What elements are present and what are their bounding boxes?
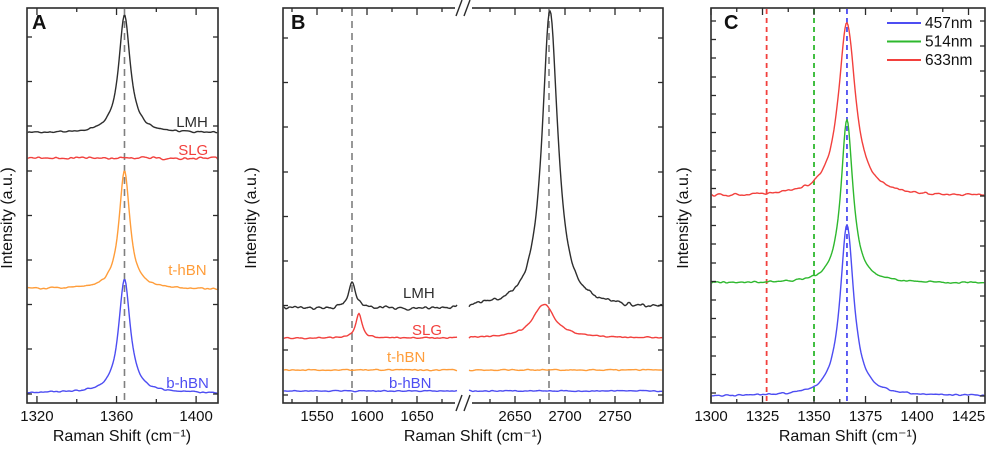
axis-break-slash: [455, 394, 463, 412]
series-SLG-curve: [27, 156, 218, 161]
x-tick-label: 1300: [694, 408, 727, 425]
x-tick-label: 1425: [952, 408, 985, 425]
series-SLG-label: SLG: [178, 142, 208, 159]
panel-B: LMH SLG t-hBN b-hBN 1550 1600 1650 2650 2700 2750: [282, 0, 664, 425]
series-633nm-curve: [711, 22, 985, 197]
x-tick-label: 2750: [598, 408, 631, 425]
series-SLG-label: SLG: [412, 322, 442, 339]
series-LMH-curve: [27, 14, 218, 134]
series-b-hBN-curve: [27, 278, 218, 394]
x-tick-label: 1320: [20, 408, 53, 425]
panel-b-y-axis-title: Intensity (a.u.): [243, 167, 260, 269]
x-tick-label: 2700: [548, 408, 581, 425]
series-LMH-label: LMH: [403, 285, 435, 302]
panel-a-letter: A: [32, 12, 47, 34]
x-tick-label: 1550: [300, 408, 333, 425]
axis-ticks: [27, 8, 218, 403]
x-tick-label: 1350: [797, 408, 830, 425]
x-tick-label: 1325: [746, 408, 779, 425]
x-tick-label: 1375: [849, 408, 882, 425]
x-tick-label: 1600: [350, 408, 383, 425]
plot-frame: [282, 7, 664, 404]
series-SLG-curve: [283, 303, 663, 340]
plot-frame: [710, 7, 986, 404]
panel-c-letter: C: [724, 12, 739, 34]
panel-b-x-axis-title: Raman Shift (cm⁻¹): [403, 428, 543, 445]
series-b-hBN-label: b-hBN: [389, 375, 432, 392]
series-b-hBN-curve: [283, 389, 663, 393]
series-457nm-curve: [711, 223, 985, 397]
series-LMH-curve: [283, 10, 663, 311]
series-b-hBN-label: b-hBN: [166, 375, 209, 392]
panel-c-y-axis-title: Intensity (a.u.): [675, 167, 692, 269]
legend-label-514nm: 514nm: [925, 34, 972, 51]
series-t-hBN-curve: [283, 368, 663, 372]
x-tick-label: 1400: [179, 408, 212, 425]
axis-break-slash: [463, 394, 471, 412]
legend-label-633nm: 633nm: [925, 52, 972, 69]
panel-A: LMH SLG t-hBN b-hBN 1320 1360 1400: [20, 7, 219, 425]
series-t-hBN-label: t-hBN: [168, 262, 206, 279]
panel-c-x-axis-title: Raman Shift (cm⁻¹): [778, 428, 918, 445]
axis-break-slash: [463, 0, 471, 17]
legend-label-457nm: 457nm: [925, 15, 972, 32]
x-tick-label: 1400: [900, 408, 933, 425]
plot-frame: [26, 7, 219, 404]
axis-ticks: [710, 8, 985, 403]
panel-a-y-axis-title: Intensity (a.u.): [0, 167, 16, 269]
axis-break-gap: [455, 5, 472, 11]
series-514nm-curve: [711, 118, 985, 285]
x-tick-label: 2650: [498, 408, 531, 425]
panel-a-x-axis-title: Raman Shift (cm⁻¹): [52, 428, 192, 445]
axis-break-gap: [455, 400, 472, 406]
series-t-hBN-label: t-hBN: [387, 349, 425, 366]
panel-b-letter: B: [291, 12, 306, 34]
series-t-hBN-curve: [27, 170, 218, 291]
x-tick-label: 1360: [100, 408, 133, 425]
x-tick-label: 1650: [400, 408, 433, 425]
axis-ticks: [283, 8, 663, 403]
series-LMH-label: LMH: [176, 114, 208, 131]
axis-break-slash: [455, 0, 463, 17]
